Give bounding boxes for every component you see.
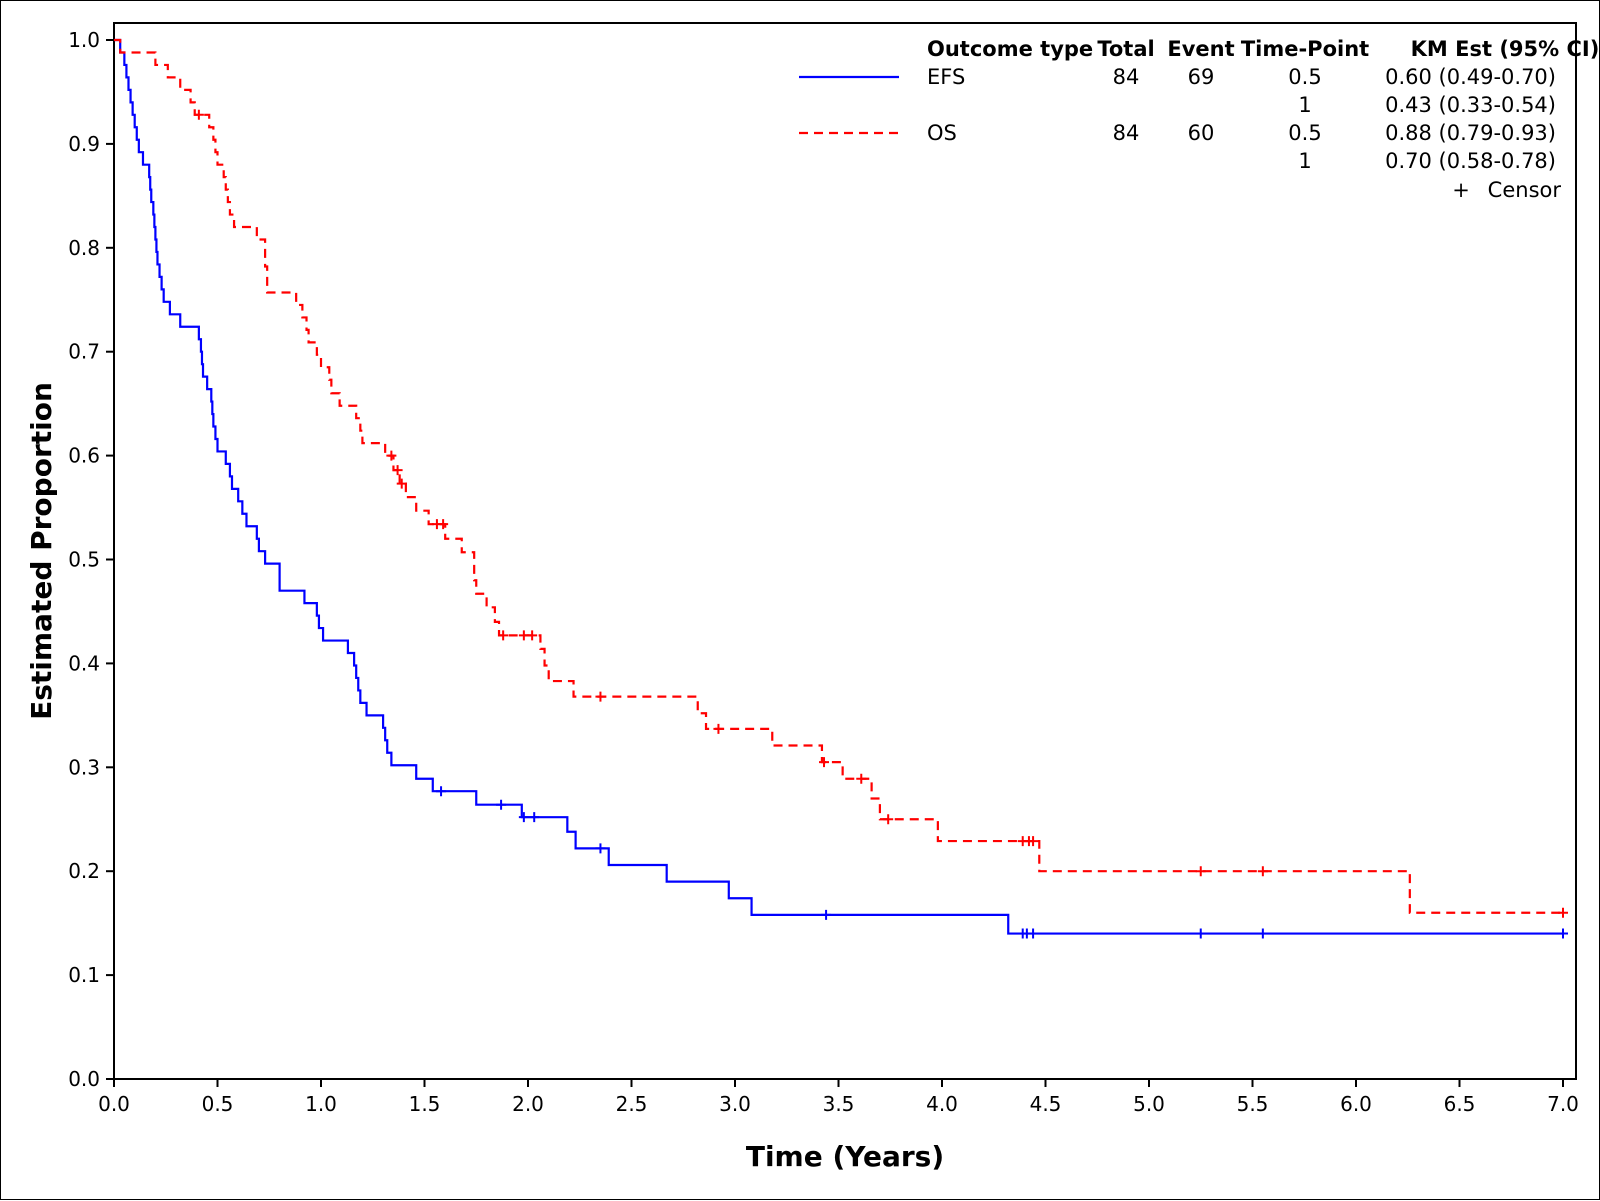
censor-mark (498, 630, 509, 641)
censor-mark (883, 814, 894, 825)
censor-mark (1028, 928, 1039, 939)
legend-header: Time-Point (1241, 37, 1369, 61)
legend-header: Event (1167, 37, 1234, 61)
x-axis: 0.0 0.5 1.0 1.5 2.0 2.5 3.0 3.5 4.0 4.5 5.0 5.5 6.0 6… (98, 1079, 1579, 1116)
censor-mark (1558, 907, 1568, 918)
x-axis-title: Time (Years) (746, 1140, 944, 1173)
censor-mark (496, 799, 507, 810)
x-tick-label: 3.5 (823, 1092, 855, 1116)
x-tick-label: 1.5 (409, 1092, 441, 1116)
censor-mark (193, 109, 204, 120)
y-tick-label: 0.6 (68, 444, 100, 468)
legend-cell: 0.88 (0.79-0.93) (1385, 121, 1556, 145)
y-axis: 0.0 0.1 0.2 0.3 0.4 0.5 0.6 0.7 0.8 0.9 1.0 (68, 28, 114, 1091)
x-tick-label: 4.0 (926, 1092, 958, 1116)
legend-cell: 69 (1188, 65, 1215, 89)
legend-cell: 60 (1188, 121, 1215, 145)
y-tick-label: 0.2 (68, 859, 100, 883)
y-tick-label: 0.1 (68, 963, 100, 987)
x-tick-label: 6.5 (1444, 1092, 1476, 1116)
x-tick-label: 4.5 (1030, 1092, 1062, 1116)
x-tick-label: 6.0 (1340, 1092, 1372, 1116)
legend-cell: 1 (1298, 149, 1311, 173)
legend: Outcome type Total Event Time-Point KM Est (… (799, 37, 1599, 202)
legend-cell: 1 (1298, 93, 1311, 117)
censor-mark (438, 519, 449, 530)
series-layer (114, 38, 1568, 939)
censor-mark (856, 773, 867, 784)
censor-mark (819, 757, 830, 768)
censor-mark (386, 450, 397, 461)
censor-mark (396, 478, 407, 489)
x-tick-label: 2.0 (512, 1092, 544, 1116)
censor-mark (713, 723, 724, 734)
x-tick-label: 2.5 (616, 1092, 648, 1116)
x-tick-label: 5.5 (1237, 1092, 1269, 1116)
censor-mark (527, 630, 538, 641)
legend-censor-symbol: + (1452, 178, 1470, 202)
legend-cell: 0.70 (0.58-0.78) (1385, 149, 1556, 173)
legend-header: Outcome type (927, 37, 1093, 61)
censor-mark (1558, 928, 1568, 939)
series-line-os (114, 38, 1563, 914)
legend-header: Total (1097, 37, 1154, 61)
censor-mark (1028, 836, 1039, 847)
censor-mark (1195, 928, 1206, 939)
y-axis-title: Estimated Proportion (25, 382, 58, 720)
censor-mark (1257, 866, 1268, 877)
y-tick-label: 0.3 (68, 755, 100, 779)
censor-mark (529, 812, 540, 823)
censor-mark (595, 843, 606, 854)
censor-mark (436, 786, 447, 797)
y-tick-label: 0.4 (68, 651, 100, 675)
series-line-efs (114, 38, 1563, 935)
x-tick-label: 1.0 (305, 1092, 337, 1116)
x-tick-label: 0.5 (202, 1092, 234, 1116)
legend-cell: 0.5 (1288, 121, 1321, 145)
legend-cell: 0.60 (0.49-0.70) (1385, 65, 1556, 89)
y-tick-label: 0.7 (68, 340, 100, 364)
censor-mark (1195, 866, 1206, 877)
censor-mark (821, 909, 832, 920)
legend-cell: EFS (927, 65, 965, 89)
censor-mark (518, 812, 529, 823)
y-tick-label: 0.9 (68, 132, 100, 156)
censor-mark (392, 465, 403, 476)
legend-censor-label: Censor (1488, 178, 1562, 202)
series-efs (114, 38, 1568, 939)
y-tick-label: 0.0 (68, 1067, 100, 1091)
x-tick-label: 5.0 (1133, 1092, 1165, 1116)
legend-cell: 84 (1113, 121, 1140, 145)
legend-cell: OS (927, 121, 957, 145)
x-tick-label: 3.0 (719, 1092, 751, 1116)
legend-cell: 84 (1113, 65, 1140, 89)
censor-mark (1257, 928, 1268, 939)
y-tick-label: 0.5 (68, 548, 100, 572)
legend-cell: 0.5 (1288, 65, 1321, 89)
legend-cell: 0.43 (0.33-0.54) (1385, 93, 1556, 117)
series-os (114, 38, 1568, 918)
plot-area (113, 22, 1577, 1080)
x-tick-label: 0.0 (98, 1092, 130, 1116)
y-tick-label: 1.0 (68, 28, 100, 52)
legend-header: KM Est (95% CI) (1411, 37, 1600, 61)
x-tick-label: 7.0 (1547, 1092, 1579, 1116)
censor-mark (595, 691, 606, 702)
y-tick-label: 0.8 (68, 236, 100, 260)
